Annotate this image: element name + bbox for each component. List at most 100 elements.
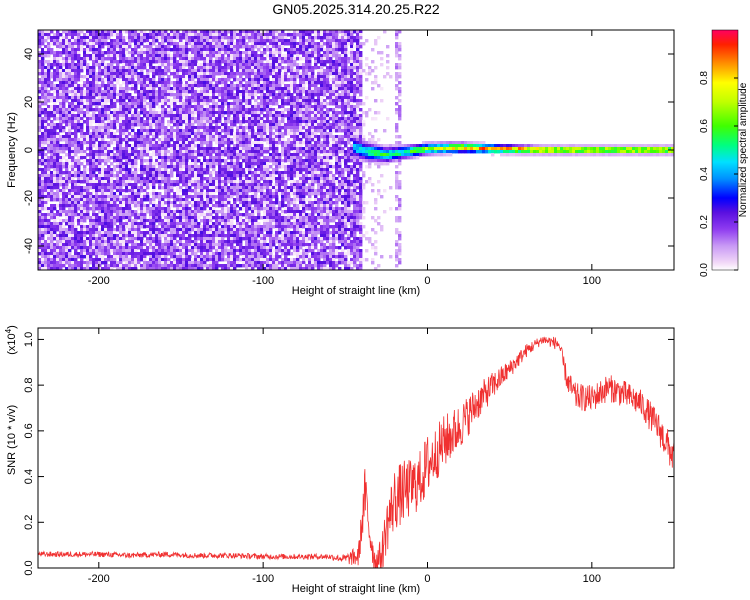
spectrogram-cell — [125, 150, 129, 154]
spectrogram-cell — [236, 39, 240, 43]
spectrogram-cell — [179, 102, 183, 106]
spectrogram-cell — [158, 96, 162, 100]
spectrogram-cell — [218, 252, 222, 256]
spectrogram-cell — [149, 48, 153, 52]
spectrogram-cell — [146, 252, 150, 256]
spectrogram-cell — [140, 249, 144, 253]
spectrogram-cell — [107, 120, 111, 124]
spectrogram-cell — [104, 186, 108, 190]
spectrogram-cell — [59, 174, 63, 178]
spectrogram-cell — [185, 141, 189, 145]
spectrogram-cell — [158, 156, 162, 160]
spectrogram-cell — [143, 267, 147, 271]
spectrogram-cell — [44, 231, 48, 235]
spectrogram-cell — [122, 174, 126, 178]
spectrogram-cell — [176, 141, 180, 145]
spectrogram-cell — [164, 78, 168, 82]
spectrogram-cell — [143, 96, 147, 100]
spectrogram-cell — [107, 51, 111, 55]
spectrogram-cell — [89, 237, 93, 241]
spectrogram-cell — [53, 111, 57, 115]
spectrogram-cell — [80, 48, 84, 52]
spectrogram-cell — [92, 114, 96, 118]
spectrogram-cell — [71, 201, 75, 205]
spectrogram-cell — [224, 33, 228, 37]
spectrogram-cell — [146, 180, 150, 184]
spectrogram-cell — [179, 231, 183, 235]
spectrogram-cell — [224, 180, 228, 184]
spectrogram-cell — [74, 48, 78, 52]
spectrogram-cell — [56, 258, 60, 262]
spectrogram-cell — [218, 180, 222, 184]
spectrogram-cell — [38, 138, 42, 142]
spectrogram-cell — [95, 159, 99, 163]
spectrogram-cell — [176, 48, 180, 52]
spectrogram-cell — [86, 258, 90, 262]
spectrogram-cell — [65, 210, 69, 214]
spectrogram-cell — [143, 129, 147, 133]
spectrogram-cell — [200, 30, 204, 34]
spectrogram-cell — [206, 180, 210, 184]
spectrogram-cell — [152, 96, 156, 100]
spectrogram-cell — [62, 165, 66, 169]
spectrogram-cell — [131, 144, 135, 148]
spectrogram-cell — [146, 111, 150, 115]
spectrogram-cell — [140, 195, 144, 199]
spectrogram-cell — [239, 168, 243, 172]
spectrogram-cell — [146, 144, 150, 148]
spectrogram-cell — [149, 57, 153, 61]
spectrogram-cell — [197, 195, 201, 199]
spectrogram-cell — [212, 216, 216, 220]
spectrogram-cell — [131, 246, 135, 250]
spectrogram-cell — [104, 150, 108, 154]
spectrogram-cell — [98, 171, 102, 175]
spectrogram-cell — [233, 123, 237, 127]
spectrogram-cell — [50, 198, 54, 202]
spectrogram-cell — [170, 99, 174, 103]
spectrogram-cell — [206, 138, 210, 142]
spectrogram-cell — [182, 69, 186, 73]
spectrogram-cell — [170, 156, 174, 160]
spectrogram-cell — [50, 150, 54, 154]
spectrogram-cell — [95, 186, 99, 190]
spectrogram-cell — [113, 141, 117, 145]
spectrogram-cell — [143, 183, 147, 187]
spectrogram-cell — [77, 213, 81, 217]
spectrogram-cell — [200, 45, 204, 49]
spectrogram-cell — [188, 177, 192, 181]
spectrogram-cell — [209, 36, 213, 40]
spectrogram-cell — [164, 30, 168, 34]
spectrogram-cell — [41, 195, 45, 199]
spectrogram-cell — [95, 240, 99, 244]
spectrogram-cell — [59, 255, 63, 259]
spectrogram-cell — [137, 141, 141, 145]
spectrogram-cell — [128, 114, 132, 118]
spectrogram-cell — [137, 192, 141, 196]
spectrogram-cell — [116, 189, 120, 193]
spectrogram-cell — [236, 180, 240, 184]
spectrogram-cell — [143, 177, 147, 181]
spectrogram-cell — [197, 258, 201, 262]
spectrogram-cell — [98, 207, 102, 211]
spectrogram-cell — [50, 210, 54, 214]
spectrogram-cell — [128, 126, 132, 130]
spectrogram-cell — [41, 135, 45, 139]
spectrogram-cell — [182, 132, 186, 136]
spectrogram-cell — [50, 147, 54, 151]
spectrogram-cell — [104, 168, 108, 172]
spectrogram-cell — [242, 219, 246, 223]
spectrogram-cell — [176, 255, 180, 259]
spectrogram-cell — [221, 243, 225, 247]
spectrogram-cell — [206, 30, 210, 34]
spectrogram-cell — [98, 75, 102, 79]
spectrogram-cell — [89, 258, 93, 262]
spectrogram-cell — [71, 78, 75, 82]
spectrogram-cell — [98, 111, 102, 115]
spectrogram-cell — [68, 234, 72, 238]
spectrogram-cell — [56, 183, 60, 187]
spectrogram-cell — [128, 30, 132, 34]
spectrogram-cell — [134, 186, 138, 190]
spectrogram-cell — [44, 114, 48, 118]
spectrogram-cell — [194, 231, 198, 235]
spectrogram-cell — [119, 201, 123, 205]
